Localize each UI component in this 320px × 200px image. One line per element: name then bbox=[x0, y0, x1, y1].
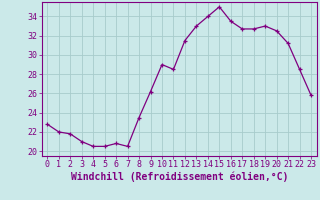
X-axis label: Windchill (Refroidissement éolien,°C): Windchill (Refroidissement éolien,°C) bbox=[70, 172, 288, 182]
